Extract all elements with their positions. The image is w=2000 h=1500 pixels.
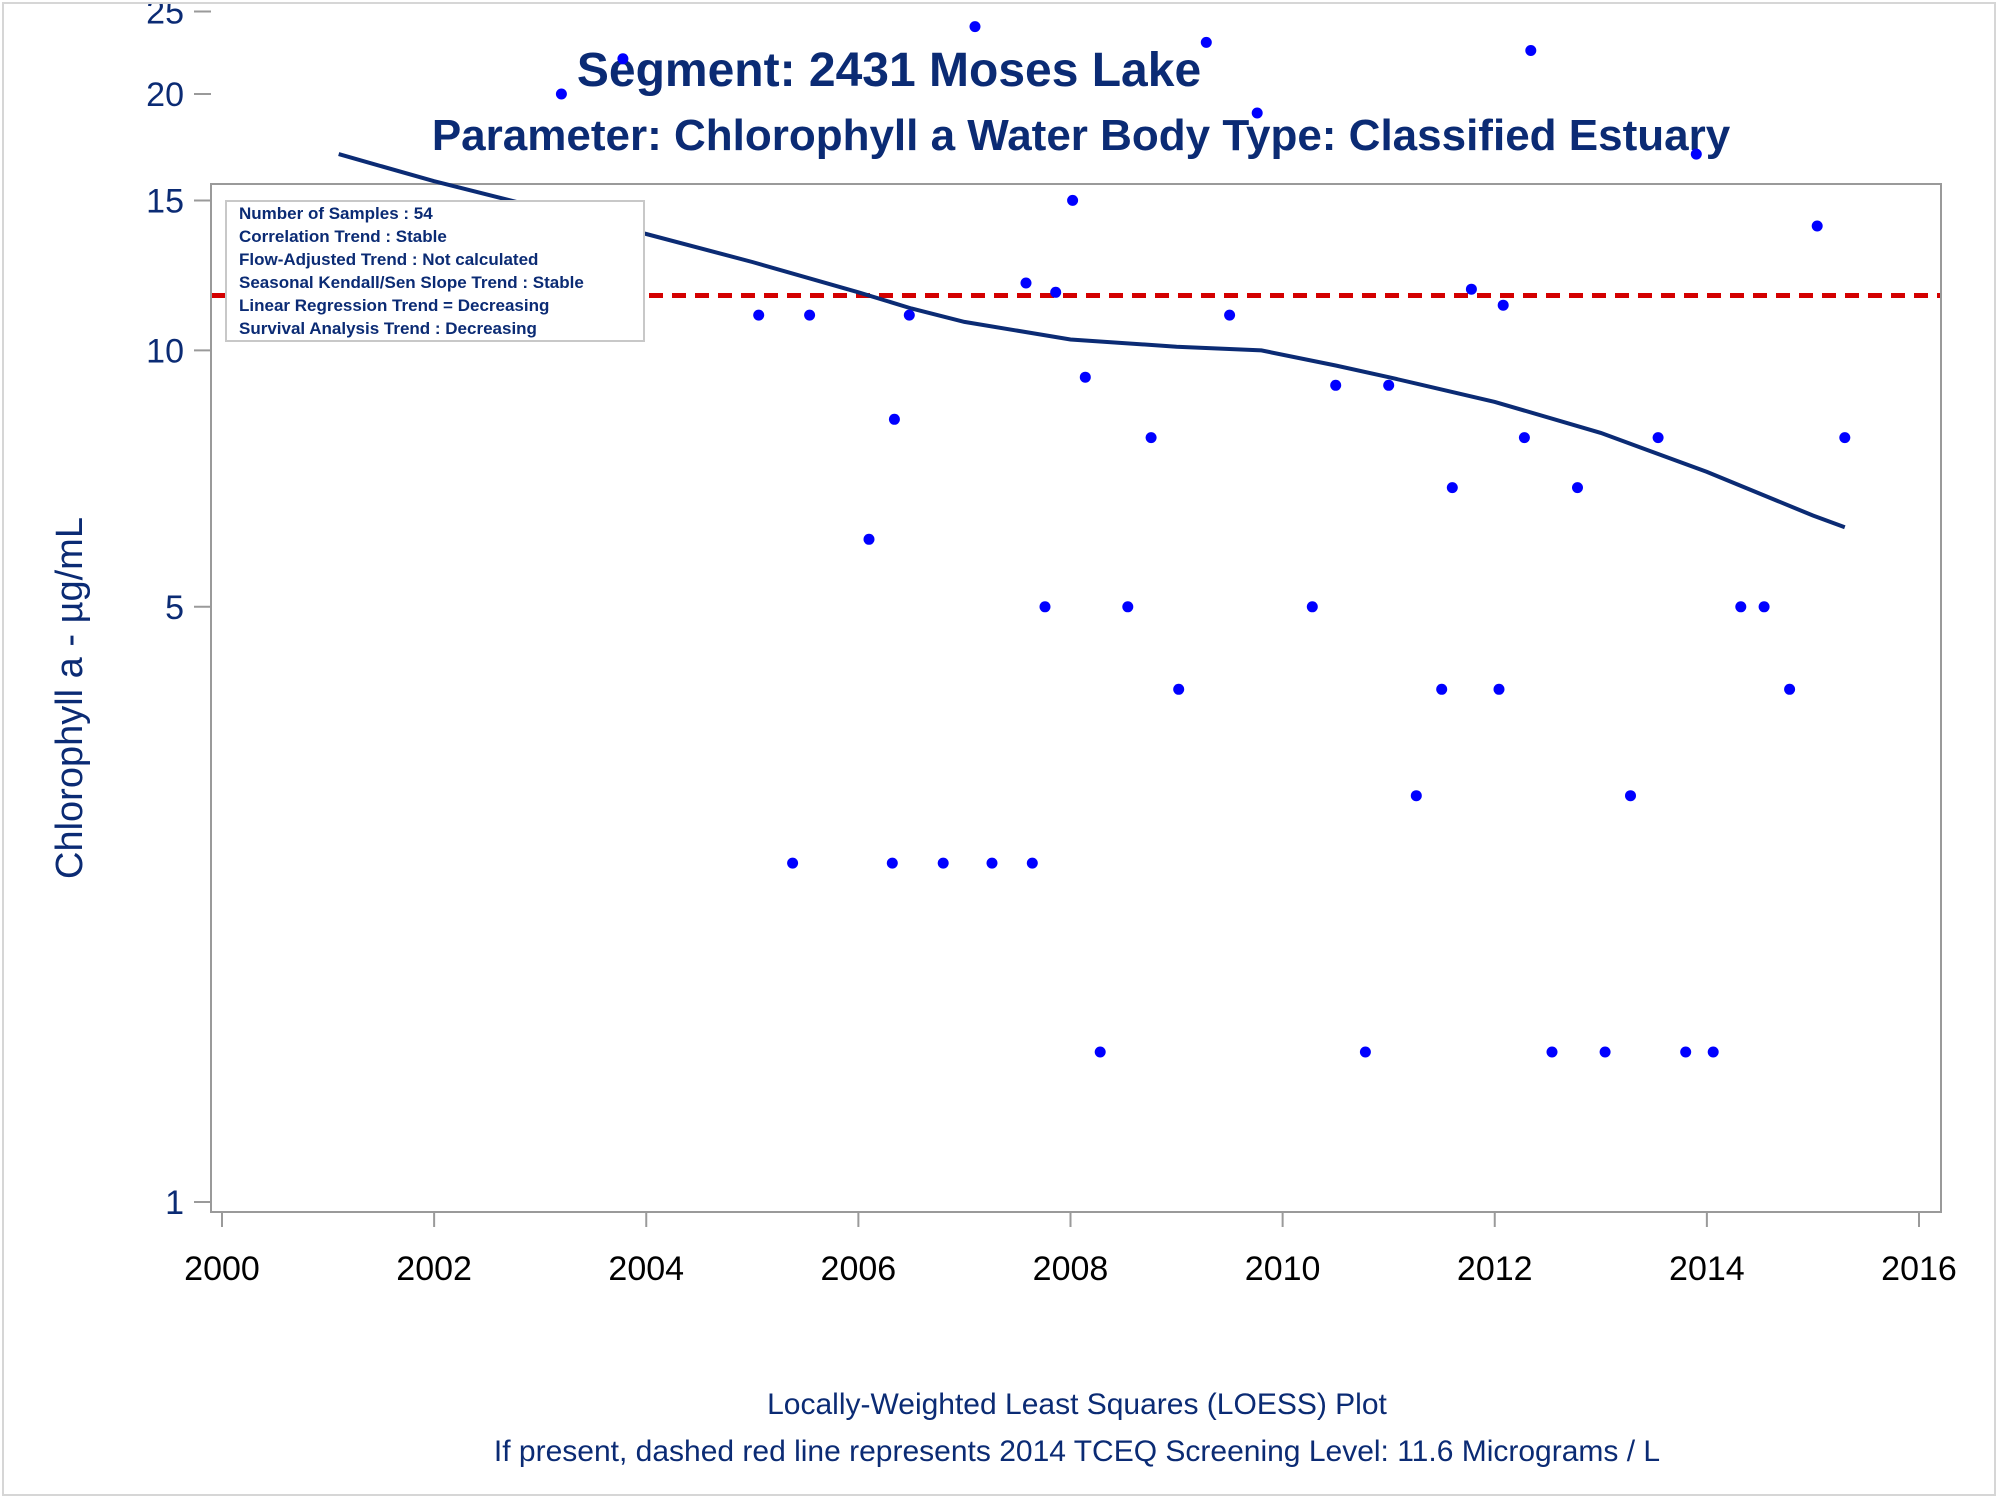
data-point bbox=[1173, 683, 1185, 695]
x-tick-label-2006: 2006 bbox=[821, 1250, 897, 1288]
data-point bbox=[1251, 107, 1263, 119]
x-tick-label-2008: 2008 bbox=[1033, 1250, 1109, 1288]
x-tick-label-2016: 2016 bbox=[1881, 1250, 1957, 1288]
data-point bbox=[886, 857, 898, 869]
chart-title: Segment: 2431 Moses Lake bbox=[577, 44, 1201, 97]
data-point bbox=[1839, 432, 1851, 444]
data-point bbox=[1465, 283, 1477, 295]
data-point bbox=[1599, 1046, 1611, 1058]
x-tick-label-2014: 2014 bbox=[1669, 1250, 1745, 1288]
footnote-loess: Locally-Weighted Least Squares (LOESS) P… bbox=[767, 1388, 1387, 1421]
data-point bbox=[1758, 601, 1770, 613]
data-point bbox=[1306, 601, 1318, 613]
plot-area-border bbox=[210, 183, 1942, 1213]
data-point bbox=[1359, 1046, 1371, 1058]
data-point bbox=[1784, 683, 1796, 695]
data-point bbox=[903, 309, 915, 321]
x-tick-label-2010: 2010 bbox=[1245, 1250, 1321, 1288]
info-line-survival-analysis: Survival Analysis Trend : Decreasing bbox=[239, 319, 537, 338]
data-point bbox=[1145, 432, 1157, 444]
y-tick-label-20: 20 bbox=[146, 76, 184, 114]
data-point bbox=[1707, 1046, 1719, 1058]
info-line-flow-adjusted: Flow-Adjusted Trend : Not calculated bbox=[239, 250, 538, 269]
data-point bbox=[1039, 601, 1051, 613]
data-point bbox=[1525, 45, 1537, 56]
info-line-linear-regression: Linear Regression Trend = Decreasing bbox=[239, 296, 549, 315]
y-tick-label-5: 5 bbox=[165, 589, 184, 627]
data-point bbox=[1546, 1046, 1558, 1058]
y-tick-label-15: 15 bbox=[146, 182, 184, 220]
data-point bbox=[1493, 683, 1505, 695]
data-point bbox=[1518, 432, 1530, 444]
y-axis-label: Chlorophyll a - µg/mL bbox=[49, 517, 91, 879]
info-line-samples: Number of Samples : 54 bbox=[239, 204, 433, 223]
data-point bbox=[1680, 1046, 1692, 1058]
data-point bbox=[1094, 1046, 1106, 1058]
x-tick-label-2004: 2004 bbox=[608, 1250, 684, 1288]
x-axis: 2000 2002 2004 2006 2008 2010 2012 2014 2016 bbox=[184, 1212, 1957, 1288]
data-points bbox=[468, 21, 1851, 1058]
data-point bbox=[1383, 379, 1395, 391]
data-point bbox=[1436, 683, 1448, 695]
data-point bbox=[1067, 194, 1079, 206]
data-point bbox=[888, 413, 900, 425]
info-line-seasonal-kendall: Seasonal Kendall/Sen Slope Trend : Stabl… bbox=[239, 273, 584, 292]
info-box-border bbox=[225, 200, 645, 342]
data-point bbox=[1330, 379, 1342, 391]
data-point bbox=[1652, 432, 1664, 444]
data-point bbox=[1735, 601, 1747, 613]
y-tick-label-1: 1 bbox=[165, 1184, 184, 1222]
data-point bbox=[1410, 790, 1422, 802]
data-point bbox=[1497, 299, 1509, 311]
data-point bbox=[1572, 482, 1583, 494]
data-point bbox=[1811, 220, 1823, 232]
data-point bbox=[1026, 857, 1038, 869]
data-point bbox=[617, 53, 629, 65]
data-point bbox=[1200, 36, 1212, 48]
data-point bbox=[555, 88, 567, 100]
data-point bbox=[787, 857, 799, 869]
y-axis: 151015202535 bbox=[146, 4, 211, 1222]
data-point bbox=[1050, 286, 1062, 298]
loess-chart: Segment: 2431 Moses Lake Parameter: Chlo… bbox=[49, 4, 1957, 1468]
data-point bbox=[863, 533, 875, 545]
info-line-correlation: Correlation Trend : Stable bbox=[239, 227, 447, 246]
y-tick-label-25: 25 bbox=[146, 4, 184, 32]
data-point bbox=[753, 309, 765, 321]
chart-subtitle: Parameter: Chlorophyll a Water Body Type… bbox=[432, 111, 1731, 160]
data-point bbox=[1690, 148, 1702, 160]
x-tick-label-2000: 2000 bbox=[184, 1250, 260, 1288]
y-tick-label-10: 10 bbox=[146, 332, 184, 370]
data-point bbox=[1224, 309, 1236, 321]
data-point bbox=[1625, 790, 1636, 802]
footnote-screening-level: If present, dashed red line represents 2… bbox=[494, 1435, 1660, 1468]
data-point bbox=[804, 309, 816, 321]
data-point bbox=[1446, 482, 1458, 494]
data-point bbox=[1122, 601, 1134, 613]
data-point bbox=[1020, 277, 1032, 289]
data-point bbox=[937, 857, 949, 869]
x-tick-label-2012: 2012 bbox=[1457, 1250, 1533, 1288]
data-point bbox=[969, 21, 981, 33]
data-point bbox=[1079, 371, 1091, 383]
data-point bbox=[986, 857, 998, 869]
x-tick-label-2002: 2002 bbox=[396, 1250, 472, 1288]
info-box: Number of Samples : 54 Correlation Trend… bbox=[225, 200, 645, 342]
